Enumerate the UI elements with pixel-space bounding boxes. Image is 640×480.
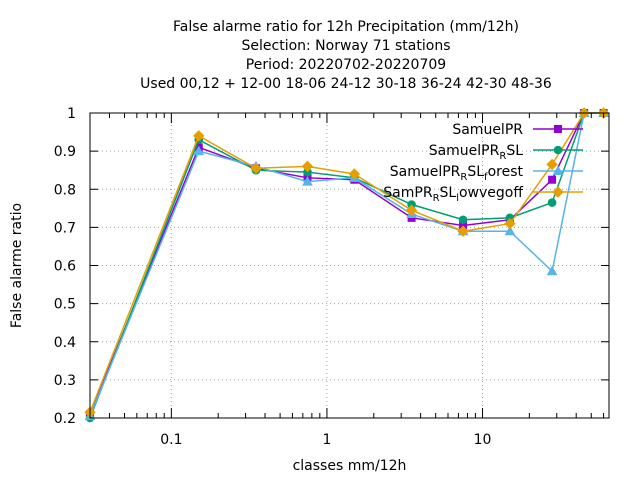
legend-label: SamuelPRRSL xyxy=(429,143,523,162)
x-axis-label: classes mm/12h xyxy=(293,458,407,474)
y-tick-label: 0.8 xyxy=(54,182,76,198)
data-point xyxy=(348,168,361,180)
data-point xyxy=(302,176,313,186)
plot-frame xyxy=(89,112,610,419)
data-point xyxy=(457,225,469,237)
y-tick-label: 0.9 xyxy=(54,144,76,160)
title-line: Selection: Norway 71 stations xyxy=(242,38,451,54)
data-point xyxy=(546,158,558,171)
legend-label: SamPRRSLlowvegoff xyxy=(383,185,523,204)
data-point xyxy=(504,225,516,236)
y-tick-label: 1 xyxy=(67,106,76,122)
grid xyxy=(90,113,609,418)
legend-label: SamuelPR xyxy=(452,122,523,138)
legend: SamuelPR SamuelPRRSL SamuelPRRSLforest SamP… xyxy=(383,122,583,204)
y-tick-label: 0.6 xyxy=(54,259,76,275)
series-line xyxy=(89,112,604,415)
legend-marker xyxy=(554,125,562,133)
data-point xyxy=(458,215,468,225)
y-tick-label: 0.3 xyxy=(54,373,76,389)
series-3 xyxy=(84,107,610,418)
series-2 xyxy=(84,107,609,421)
legend-label: SamuelPRRSLforest xyxy=(390,164,524,183)
axis-ticks: 0.2 0.3 0.4 0.5 0.6 0.7 0.8 0.9 1 0.1 1 10 xyxy=(54,106,609,448)
title-line: Used 00,12 + 12-00 18-06 24-12 30-18 36-… xyxy=(140,76,552,92)
title-line: False alarme ratio for 12h Precipitation… xyxy=(173,19,519,35)
data-point xyxy=(193,130,205,142)
data-point xyxy=(405,204,418,216)
data-point xyxy=(504,217,516,230)
series-lines xyxy=(84,107,610,423)
x-tick-label: 0.1 xyxy=(160,432,182,448)
legend-marker xyxy=(552,165,564,175)
title-line: Period: 20220702-20220709 xyxy=(246,57,446,73)
x-tick-label: 1 xyxy=(322,432,331,448)
series-0 xyxy=(86,109,608,419)
data-point xyxy=(193,145,205,156)
data-point xyxy=(250,162,262,174)
data-point xyxy=(546,265,558,276)
data-point xyxy=(547,198,557,207)
series-line xyxy=(89,112,604,417)
x-tick-label: 10 xyxy=(474,432,492,448)
series-line xyxy=(89,112,604,413)
y-tick-label: 0.5 xyxy=(54,297,76,313)
legend-marker xyxy=(553,145,563,155)
legend-marker xyxy=(552,186,564,198)
y-tick-label: 0.4 xyxy=(54,335,76,351)
y-tick-label: 0.7 xyxy=(54,220,76,236)
data-point xyxy=(301,160,314,173)
y-tick-label: 0.2 xyxy=(54,411,76,427)
data-point xyxy=(548,175,557,184)
y-axis-label: False alarme ratio xyxy=(9,203,25,328)
chart-title: False alarme ratio for 12h Precipitation… xyxy=(140,19,552,92)
